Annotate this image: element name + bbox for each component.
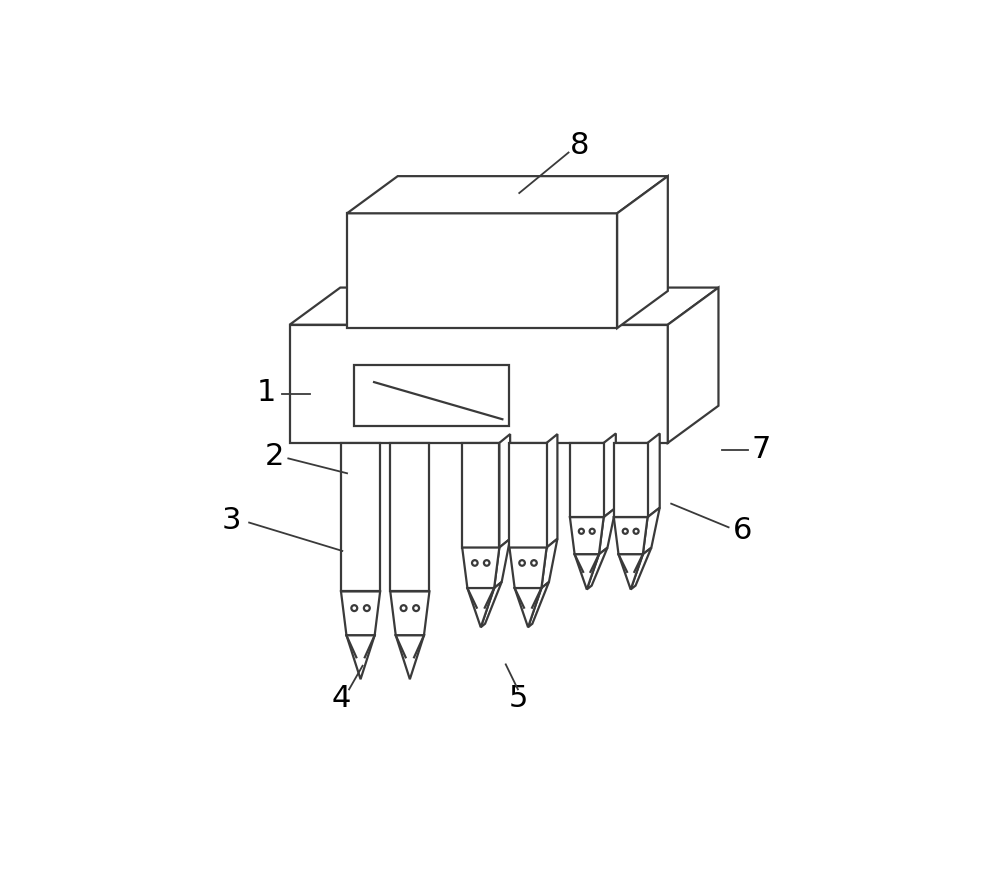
Text: 2: 2: [265, 442, 284, 471]
Polygon shape: [481, 582, 502, 627]
Text: 8: 8: [570, 132, 590, 160]
Polygon shape: [604, 433, 616, 517]
Polygon shape: [290, 324, 668, 443]
Polygon shape: [648, 433, 660, 517]
Polygon shape: [599, 508, 616, 554]
Bar: [570, 443, 604, 517]
Polygon shape: [462, 547, 499, 588]
Bar: [354, 365, 509, 426]
Polygon shape: [668, 288, 718, 443]
Polygon shape: [347, 213, 617, 328]
Text: 3: 3: [221, 506, 241, 535]
Polygon shape: [347, 176, 668, 213]
Polygon shape: [290, 288, 718, 324]
Bar: [390, 443, 429, 591]
Text: 7: 7: [751, 435, 771, 464]
Text: 6: 6: [732, 517, 752, 545]
Polygon shape: [587, 548, 607, 589]
Polygon shape: [528, 582, 549, 627]
Polygon shape: [509, 547, 547, 588]
Polygon shape: [631, 548, 651, 589]
Polygon shape: [346, 635, 375, 679]
Text: 1: 1: [256, 378, 276, 407]
Polygon shape: [575, 554, 599, 589]
Polygon shape: [515, 588, 541, 627]
Polygon shape: [494, 538, 510, 588]
Polygon shape: [619, 554, 643, 589]
Text: 5: 5: [508, 684, 528, 713]
Polygon shape: [541, 538, 557, 588]
Bar: [462, 443, 499, 547]
Bar: [341, 443, 380, 591]
Polygon shape: [643, 508, 660, 554]
Bar: [509, 443, 547, 547]
Polygon shape: [547, 434, 557, 547]
Polygon shape: [467, 588, 494, 627]
Polygon shape: [499, 434, 510, 547]
Polygon shape: [341, 591, 380, 635]
Polygon shape: [390, 591, 429, 635]
Bar: [614, 443, 648, 517]
Polygon shape: [614, 517, 648, 554]
Polygon shape: [617, 176, 668, 328]
Polygon shape: [570, 517, 604, 554]
Text: 4: 4: [332, 684, 351, 713]
Polygon shape: [396, 635, 424, 679]
